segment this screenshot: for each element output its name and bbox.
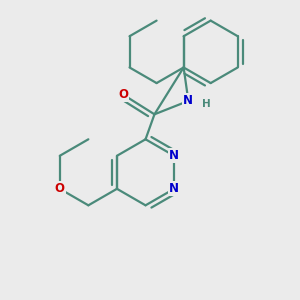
Text: N: N [169, 182, 179, 195]
Text: H: H [202, 100, 211, 110]
Text: N: N [183, 94, 194, 107]
Text: N: N [169, 149, 179, 162]
Text: O: O [118, 88, 128, 101]
Text: O: O [55, 182, 65, 195]
